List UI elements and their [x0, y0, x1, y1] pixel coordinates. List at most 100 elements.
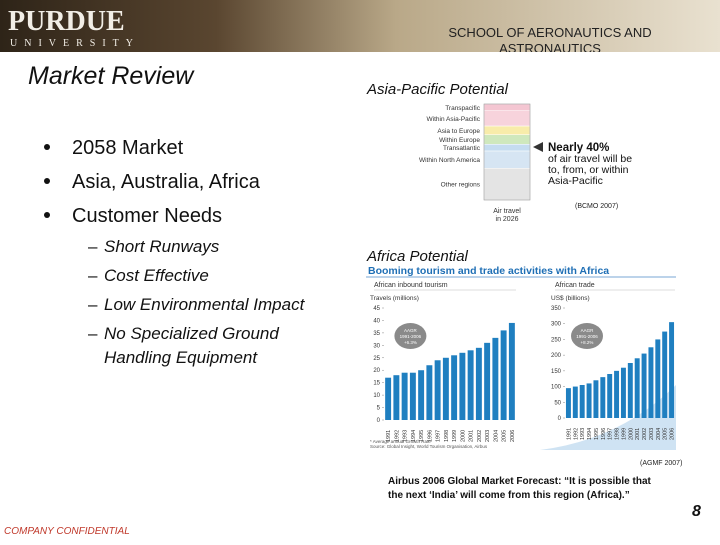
x-tick-label: 2003 — [485, 430, 491, 442]
segment-label: Within Asia-Pacific — [427, 116, 481, 123]
x-tick-label: 1991 — [386, 430, 392, 442]
x-tick-label: 1994 — [411, 430, 417, 442]
quote: Airbus 2006 Global Market Forecast: “It … — [388, 476, 652, 487]
x-tick-label: 1996 — [427, 430, 433, 442]
bar — [593, 380, 599, 418]
sub-bullet-dash: – — [88, 266, 98, 285]
y-tick-label: 15 — [373, 381, 380, 387]
x-tick-label: 2000 — [460, 430, 466, 442]
callout: Asia-Pacific — [548, 175, 603, 187]
footer: COMPANY CONFIDENTIAL — [4, 526, 130, 537]
x-tick-label: 1993 — [403, 430, 409, 442]
bar — [607, 374, 613, 418]
bar — [627, 363, 633, 418]
x-tick-label: 2001 — [635, 428, 641, 440]
bar — [508, 322, 515, 420]
x-tick-label: 2002 — [642, 428, 648, 440]
source: (BCMO 2007) — [575, 203, 618, 210]
x-tick-label: 2005 — [502, 430, 508, 442]
bullet-dot — [44, 212, 50, 218]
bar — [467, 350, 474, 420]
callout: of air travel will be — [548, 153, 632, 165]
bullet-dot — [44, 144, 50, 150]
bar — [600, 377, 606, 418]
bar — [620, 367, 626, 418]
y-tick-label: 300 — [551, 322, 562, 328]
sub-bullet: Cost Effective — [104, 266, 209, 285]
y-tick-label: 10 — [373, 393, 380, 399]
y-tick-label: 30 — [373, 343, 380, 349]
x-tick-label: 2005 — [663, 428, 669, 440]
x-tick-label: 2004 — [493, 430, 499, 442]
y-tick-label: 40 — [373, 318, 380, 324]
annotation-bubble — [571, 323, 603, 349]
x-tick-label: 1999 — [452, 430, 458, 442]
x-tick-label: 1992 — [394, 430, 400, 442]
bullet: 2058 Market — [72, 137, 184, 159]
callout-arrow — [533, 142, 543, 152]
segment-label: Transpacific — [445, 105, 481, 112]
x-tick-label: 1997 — [608, 428, 614, 440]
page-number: 8 — [692, 503, 701, 520]
bar — [442, 357, 449, 420]
stack-segment — [483, 134, 531, 145]
bar — [669, 322, 675, 418]
bar — [475, 347, 482, 420]
annotation: AAGR — [581, 328, 595, 333]
y-tick-label: 0 — [377, 418, 381, 424]
annotation: 1991-2006 — [400, 334, 422, 339]
axis-label: Air travel — [493, 208, 521, 215]
y-tick-label: 0 — [558, 416, 562, 422]
sub-bullet: No Specialized Ground Handling Equipment — [104, 324, 279, 367]
x-tick-label: 1995 — [419, 430, 425, 442]
y-tick-label: 150 — [551, 369, 562, 375]
y-tick-label: 35 — [373, 331, 380, 337]
segment-label: Transatlantic — [443, 145, 481, 152]
sub-bullet-dash: – — [88, 295, 98, 314]
callout: to, from, or within — [548, 164, 629, 176]
x-tick-label: 1998 — [615, 428, 621, 440]
bar-outline — [483, 103, 531, 201]
header-mask — [0, 52, 720, 62]
bar — [484, 342, 491, 420]
footnote: Source: Global Insight, World Tourism Or… — [370, 444, 488, 449]
school-name: SCHOOL OF AERONAUTICS AND — [448, 25, 651, 40]
segment-label: Other regions — [441, 182, 481, 189]
x-tick-label: 2000 — [628, 428, 634, 440]
bar — [662, 331, 668, 418]
stack-segment — [483, 110, 531, 127]
segment-label: Within North America — [419, 157, 480, 164]
annotation: 1991-2006 — [576, 334, 598, 339]
bar — [648, 347, 654, 418]
chart-title: African inbound tourism — [374, 282, 448, 289]
stack-segment — [483, 168, 531, 201]
x-tick-label: 2006 — [510, 430, 516, 442]
bar — [614, 370, 620, 418]
stack-segment — [483, 150, 531, 169]
segment-label: Within Europe — [439, 137, 480, 144]
logo: PURDUE — [8, 6, 125, 37]
source: (AGMF 2007) — [640, 460, 682, 467]
bar — [572, 386, 578, 418]
x-tick-label: 1996 — [601, 428, 607, 440]
y-tick-label: 100 — [551, 385, 562, 391]
bar — [634, 358, 640, 418]
bar — [393, 375, 400, 420]
section-heading: Asia-Pacific Potential — [366, 81, 509, 98]
annotation: AAGR — [404, 328, 418, 333]
x-tick-label: 1995 — [594, 428, 600, 440]
sub-bullet: Low Environmental Impact — [104, 295, 306, 314]
y-tick-label: 350 — [551, 306, 562, 312]
x-tick-label: 2006 — [670, 428, 676, 440]
annotation: +8.2% — [581, 340, 594, 345]
annotation: +6.3% — [404, 340, 417, 345]
x-tick-label: 1998 — [444, 430, 450, 442]
logo-sub: UNIVERSITY — [10, 38, 140, 49]
x-tick-label: 1997 — [436, 430, 442, 442]
bullet-dot — [44, 178, 50, 184]
y-tick-label: 5 — [377, 406, 381, 412]
y-tick-label: 50 — [554, 400, 561, 406]
y-tick-label: 45 — [373, 306, 380, 312]
bar — [459, 352, 466, 420]
